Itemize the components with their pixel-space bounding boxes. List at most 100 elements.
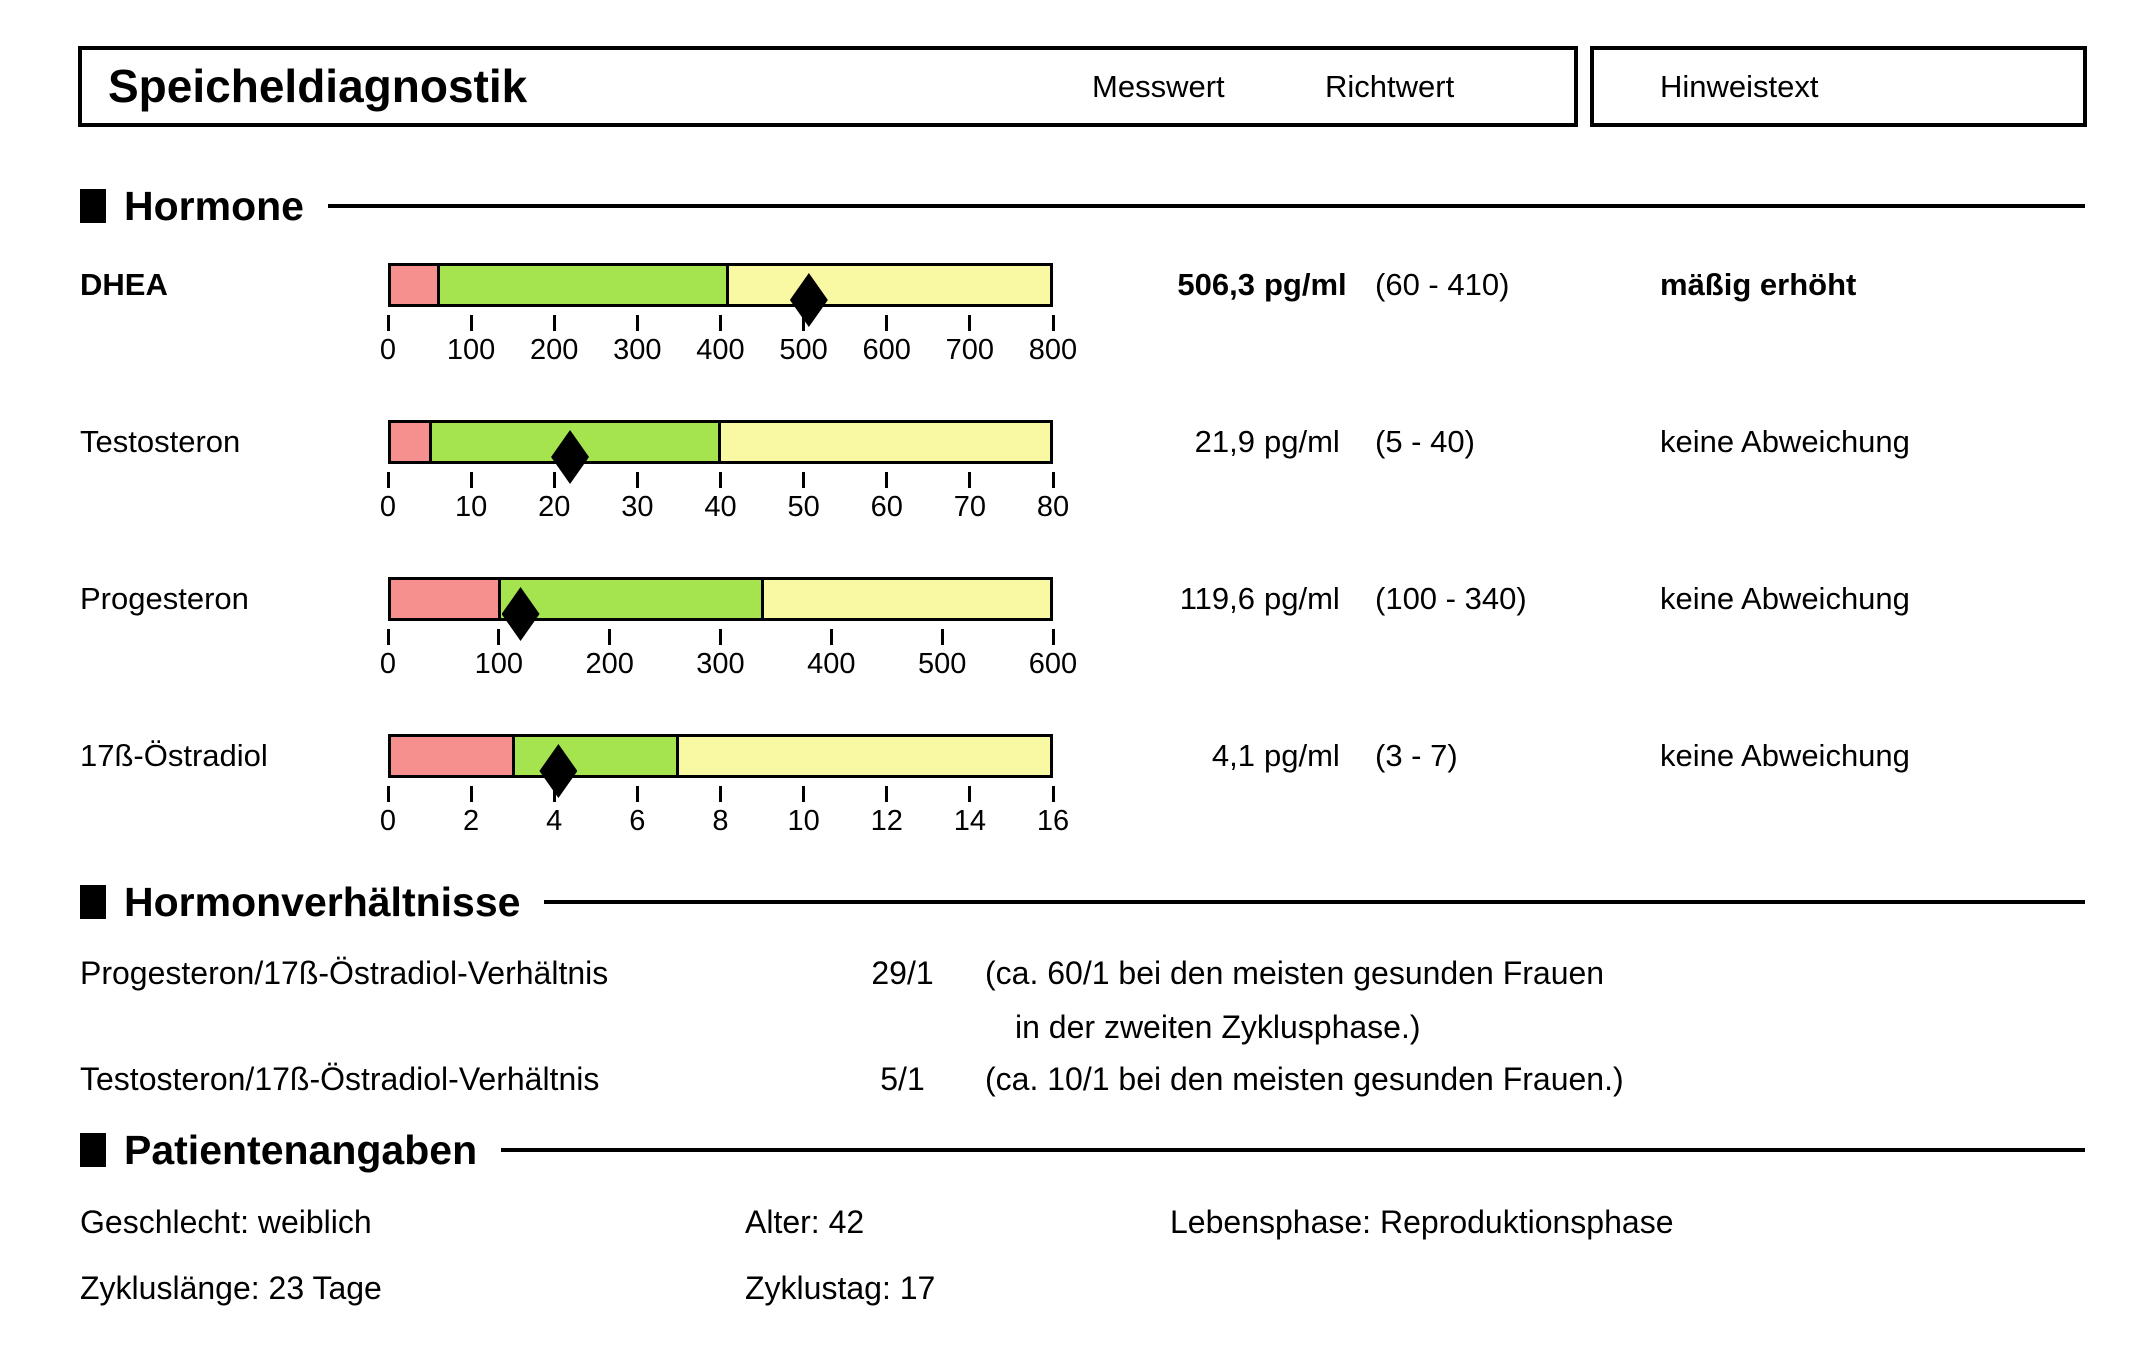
hormone-name-label: Progesteron [80,581,249,616]
ratio-value: 5/1 [880,1061,925,1097]
patient-cyclelength-label: Zykluslänge: [80,1270,260,1306]
section-rule [544,900,2085,904]
axis-tick [940,629,944,645]
column-header-measured: Messwert [1092,69,1225,104]
axis-tick [386,629,390,645]
axis-tick-label: 500 [917,648,967,680]
axis-tick [608,629,612,645]
section-heading-ratios: Hormonverhältnisse [80,878,2085,926]
patient-cycleday-value: 17 [899,1270,936,1306]
axis-tick [386,472,390,488]
measured-unit: pg/ml [1264,738,1340,773]
column-header-hint: Hinweistext [1660,69,1819,104]
section-rule [501,1148,2085,1152]
reference-range: (100 - 340) [1375,581,1527,616]
axis-tick [552,315,556,331]
axis-tick-label: 60 [870,491,903,523]
zone-normal [514,737,680,775]
hormone-name-label: DHEA [80,267,168,302]
zone-low [391,266,441,304]
zone-high [720,423,1050,461]
axis-tick-label: 600 [862,334,911,366]
axis-tick [635,472,639,488]
ratio-label: Testosteron/17ß-Östradiol-Verhältnis [80,1061,600,1097]
hint-header-box [1590,46,2087,127]
patient-age-label: Alter: [745,1204,820,1240]
axis-tick-label: 16 [1036,805,1070,837]
section-bullet-square-icon [80,885,106,919]
patient-sex-value: weiblich [257,1204,372,1240]
patient-cyclelength-field: Zykluslänge: 23 Tage [80,1266,382,1310]
axis-tick [552,786,556,802]
axis-tick [635,786,639,802]
status-text: mäßig erhöht [1660,267,1857,302]
section-title-ratios: Hormonverhältnisse [124,878,521,925]
section-heading-hormones: Hormone [80,182,2085,230]
zone-high [679,737,1050,775]
measured-value: 119,6 [1179,581,1255,616]
ratio-label: Progesteron/17ß-Östradiol-Verhältnis [80,955,609,991]
axis-tick-label: 200 [585,648,634,680]
axis-tick [802,315,806,331]
axis-tick-label: 400 [807,648,856,680]
axis-tick [719,315,722,331]
report-title: Speicheldiagnostik [108,60,528,112]
ratio-note-continuation: in der zweiten Zyklusphase.) [1015,1009,1421,1045]
axis-tick [802,472,806,488]
section-title-hormones: Hormone [124,182,304,229]
axis-tick-label: 100 [446,334,496,366]
axis-tick-label: 50 [787,491,820,523]
hormone-name-label: 17ß-Östradiol [80,738,268,773]
status-text: keine Abweichung [1660,738,1910,773]
axis-tick [1051,629,1055,645]
axis-tick-label: 4 [546,805,563,837]
axis-tick [719,472,722,488]
axis-tick-label: 100 [474,648,524,680]
patient-cyclelength-value: 23 Tage [268,1270,382,1306]
axis-tick-label: 40 [704,491,737,523]
axis-tick-label: 200 [530,334,579,366]
axis-tick-label: 2 [463,805,480,837]
axis-tick [1051,315,1055,331]
axis-tick [968,315,972,331]
measured-unit: pg/ml [1264,424,1340,459]
axis-tick [968,472,972,488]
axis-tick-label: 700 [945,334,995,366]
patient-info-row: Geschlecht: weiblich Alter: 42 Lebenspha… [0,1200,2149,1244]
hormone-range-bar [388,577,1053,621]
measured-value: 21,9 [1194,424,1255,459]
reference-range: (5 - 40) [1375,424,1475,459]
reference-range: (3 - 7) [1375,738,1458,773]
ratio-note: (ca. 10/1 bei den meisten gesunden Fraue… [985,1061,1624,1097]
zone-low [391,423,433,461]
ratio-note-continuation-row: in der zweiten Zyklusphase.) [0,1006,2149,1048]
status-text: keine Abweichung [1660,581,1910,616]
axis-tick-label: 500 [779,334,828,366]
zone-normal [500,580,765,618]
patient-lifephase-field: Lebensphase: Reproduktionsphase [1170,1200,1673,1244]
axis-tick-label: 6 [629,805,646,837]
column-header-reference: Richtwert [1325,69,1455,104]
axis-tick [719,629,722,645]
patient-sex-label: Geschlecht: [80,1204,249,1240]
zone-low [391,737,515,775]
axis-tick [885,472,889,488]
axis-tick-label: 70 [953,491,986,523]
ratio-value: 29/1 [871,955,934,991]
axis-tick-label: 0 [379,491,397,523]
axis-tick-label: 14 [953,805,986,837]
measured-unit: pg/ml [1264,581,1340,616]
axis-tick [885,315,889,331]
hormone-range-bar [388,734,1053,778]
axis-tick [386,315,390,331]
axis-tick [802,786,806,802]
axis-tick [552,472,556,488]
patient-info-row: Zykluslänge: 23 Tage Zyklustag: 17 [0,1266,2149,1310]
axis-tick [1051,472,1055,488]
hormone-name-label: Testosteron [80,424,241,459]
patient-age-field: Alter: 42 [745,1200,864,1244]
axis-tick-label: 30 [621,491,654,523]
axis-tick [885,786,889,802]
ratio-row: Testosteron/17ß-Östradiol-Verhältnis 5/1… [0,1058,2149,1100]
